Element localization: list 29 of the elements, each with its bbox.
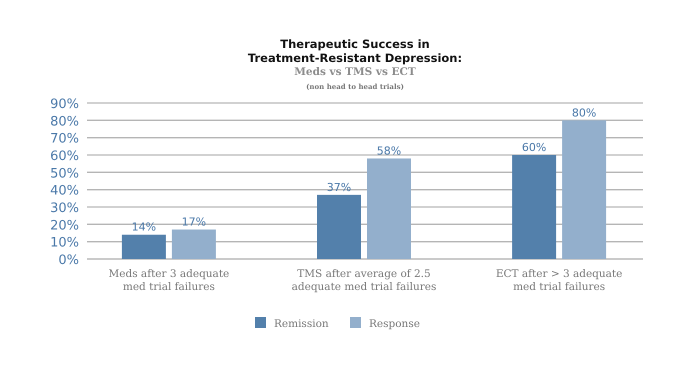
x-tick-label: TMS after average of 2.5 adequate med trial failures	[292, 268, 436, 293]
bar	[512, 155, 556, 259]
chart-title: Therapeutic Success in Treatment-Resistant Depression:	[248, 37, 462, 65]
data-label: 37%	[326, 180, 352, 194]
y-tick-label: 90%	[50, 97, 79, 112]
y-tick-label: 0%	[58, 253, 79, 268]
y-tick-label: 40%	[50, 184, 79, 199]
data-label: 58%	[376, 144, 402, 158]
y-tick-label: 80%	[50, 114, 79, 130]
legend-label: Remission	[274, 318, 329, 330]
bar	[317, 194, 361, 259]
y-tick-label: 60%	[50, 149, 79, 164]
chart-subtitle: Meds vs TMS vs ECT	[294, 66, 416, 78]
y-tick-label: 20%	[50, 218, 79, 234]
data-label: 80%	[572, 106, 596, 120]
bar	[122, 234, 166, 259]
bar	[562, 120, 606, 259]
data-label: 14%	[132, 220, 156, 234]
data-label: 60%	[522, 141, 546, 154]
x-tick-label: ECT after > 3 adequate med trial failures	[496, 268, 622, 293]
data-label: 17%	[182, 216, 206, 229]
x-tick-label: Meds after 3 adequate med trial failures	[108, 268, 230, 293]
y-tick-label: 30%	[50, 201, 79, 216]
y-tick-label: 70%	[50, 132, 79, 147]
bar	[367, 158, 411, 259]
y-tick-label: 10%	[50, 236, 79, 251]
legend-label: Response	[369, 318, 420, 330]
y-tick-label: 50%	[50, 166, 79, 182]
bar	[172, 230, 216, 259]
